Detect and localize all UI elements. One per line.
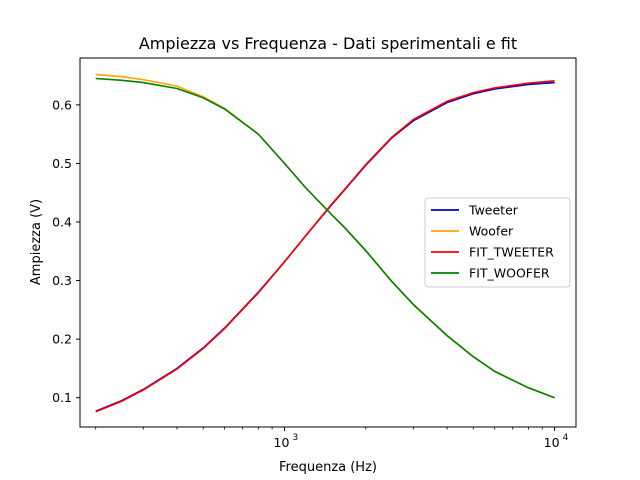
- x-tick-label: 10: [544, 435, 560, 450]
- x-axis-label: Frequenza (Hz): [279, 460, 377, 475]
- y-tick-label: 0.6: [52, 97, 72, 112]
- y-tick-label: 0.4: [52, 215, 72, 230]
- plot-frame: [79, 57, 577, 428]
- y-tick-label: 0.5: [52, 156, 72, 171]
- series-layer: [95, 73, 555, 413]
- legend: Tweeter Woofer FIT_TWEETER FIT_WOOFER: [424, 197, 571, 288]
- y-axis: 0.1 0.2 0.3 0.4 0.5 0.6: [52, 97, 80, 405]
- y-tick-label: 0.3: [52, 273, 72, 288]
- x-axis: 10 3 10 4: [95, 427, 569, 450]
- legend-label: Woofer: [469, 224, 514, 239]
- x-tick-label: 10: [274, 435, 290, 450]
- chart-title: Ampiezza vs Frequenza - Dati sperimental…: [139, 34, 517, 53]
- series-line-fit-tweeter: [95, 80, 555, 413]
- series-line-fit-woofer: [95, 77, 555, 399]
- legend-label: FIT_TWEETER: [469, 245, 554, 260]
- legend-label: Tweeter: [468, 203, 519, 218]
- legend-label: FIT_WOOFER: [469, 266, 550, 281]
- y-tick-label: 0.2: [52, 332, 72, 347]
- legend-box: [424, 197, 571, 288]
- y-tick-label: 0.1: [52, 390, 72, 405]
- y-axis-label: Ampiezza (V): [29, 199, 44, 285]
- x-tick-exponent: 3: [292, 433, 298, 443]
- x-tick-exponent: 4: [563, 433, 569, 443]
